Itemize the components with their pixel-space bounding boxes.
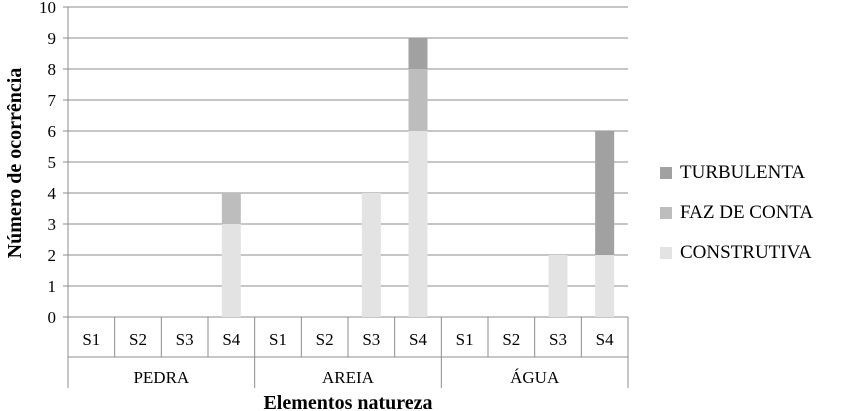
bar-segment <box>408 69 428 131</box>
x-tick-labels: S1 S2 S3 S4 PEDRA S1 S2 S3 S4 AREIA S1 S2 S3 S4 ÁGUA <box>82 330 614 387</box>
bar-segment <box>221 193 241 224</box>
y-tick-label: 10 <box>39 0 56 17</box>
axes <box>63 6 629 388</box>
bar-segment <box>595 131 615 255</box>
bar-segment <box>595 255 615 317</box>
x-tick-label: S1 <box>269 330 287 349</box>
bar-segment <box>361 193 381 317</box>
legend-label: CONSTRUTIVA <box>680 242 812 263</box>
y-tick-label: 9 <box>48 29 57 48</box>
bar-segment <box>548 255 568 317</box>
bar-segment <box>221 224 241 317</box>
y-axis-label: Número de ocorrência <box>4 68 26 259</box>
x-tick-label: S4 <box>409 330 427 349</box>
gridlines <box>68 6 628 318</box>
x-tick-label: S1 <box>456 330 474 349</box>
y-tick-label: 6 <box>48 122 57 141</box>
y-tick-labels: 0 1 2 3 4 5 6 7 8 9 10 <box>39 0 57 327</box>
legend-swatch <box>660 247 672 259</box>
y-tick-label: 2 <box>48 246 57 265</box>
x-group-label: AREIA <box>322 368 375 387</box>
x-tick-label: S3 <box>549 330 567 349</box>
legend-swatch <box>660 167 672 179</box>
y-tick-label: 8 <box>48 60 57 79</box>
x-tick-label: S4 <box>596 330 614 349</box>
x-tick-label: S3 <box>176 330 194 349</box>
bars <box>221 38 615 317</box>
legend-swatch <box>660 207 672 219</box>
y-tick-label: 3 <box>48 215 57 234</box>
y-tick-label: 4 <box>48 184 57 203</box>
x-group-label: ÁGUA <box>510 368 560 387</box>
y-tick-label: 5 <box>48 153 57 172</box>
x-tick-label: S1 <box>82 330 100 349</box>
x-tick-label: S4 <box>222 330 240 349</box>
x-axis-label: Elementos natureza <box>263 392 432 411</box>
legend-label: TURBULENTA <box>680 162 806 183</box>
x-tick-label: S2 <box>129 330 147 349</box>
legend-label: FAZ DE CONTA <box>680 202 814 223</box>
y-tick-label: 0 <box>48 308 57 327</box>
bar-segment <box>408 38 428 69</box>
x-group-label: PEDRA <box>133 368 189 387</box>
y-tick-label: 7 <box>48 91 57 110</box>
x-tick-label: S2 <box>316 330 334 349</box>
y-tick-label: 1 <box>48 277 57 296</box>
x-tick-label: S3 <box>362 330 380 349</box>
x-tick-label: S2 <box>502 330 520 349</box>
bar-segment <box>408 131 428 317</box>
